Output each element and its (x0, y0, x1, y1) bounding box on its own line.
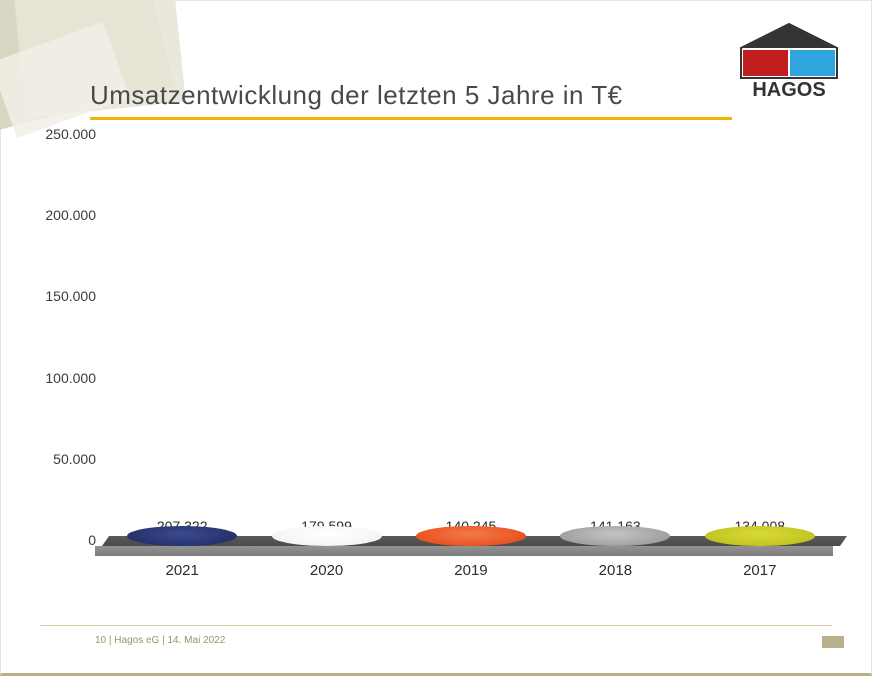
bars-container: 207.322 179.599 140.245 141.163 134.008 (110, 160, 832, 536)
hagos-logo: HAGOS (736, 20, 842, 100)
y-tick-label: 150.000 (45, 288, 96, 304)
bar: 141.163 (555, 518, 675, 536)
footer-org: Hagos eG (114, 635, 159, 646)
slide: HAGOS Umsatzentwicklung der letzten 5 Ja… (0, 0, 872, 676)
bar: 207.322 (122, 518, 242, 536)
y-tick-label: 250.000 (45, 126, 96, 142)
y-axis: 050.000100.000150.000200.000250.000 (40, 150, 100, 556)
x-axis-labels: 2021 2020 2019 2018 2017 (110, 562, 832, 586)
x-tick-label: 2017 (700, 562, 820, 586)
plot-area: 207.322 179.599 140.245 141.163 134.008 (110, 160, 832, 556)
bar: 140.245 (411, 518, 531, 536)
bar-bottom-ellipse (127, 526, 237, 546)
bar-top-ellipse (705, 526, 815, 546)
bar-bottom-ellipse (705, 526, 815, 546)
chart-title: Umsatzentwicklung der letzten 5 Jahre in… (90, 80, 623, 111)
bar-top-ellipse (416, 526, 526, 546)
bar-top-ellipse (560, 526, 670, 546)
title-underline (90, 117, 732, 120)
x-tick-label: 2018 (555, 562, 675, 586)
x-tick-label: 2021 (122, 562, 242, 586)
footer-date: 14. Mai 2022 (168, 635, 226, 646)
page-number: 10 (95, 635, 106, 646)
logo-text: HAGOS (752, 79, 825, 100)
x-tick-label: 2020 (267, 562, 387, 586)
y-tick-label: 200.000 (45, 207, 96, 223)
x-tick-label: 2019 (411, 562, 531, 586)
revenue-chart: 050.000100.000150.000200.000250.000 207.… (40, 150, 832, 586)
bar-top-ellipse (127, 526, 237, 546)
footer-text: 10 | Hagos eG | 14. Mai 2022 (95, 635, 225, 646)
footer-rule (40, 625, 832, 626)
y-tick-label: 100.000 (45, 370, 96, 386)
bar-bottom-ellipse (416, 526, 526, 546)
bar-bottom-ellipse (560, 526, 670, 546)
bar-bottom-ellipse (272, 526, 382, 546)
bar: 134.008 (700, 518, 820, 536)
footer-accent-bar (822, 636, 844, 648)
y-tick-label: 50.000 (53, 451, 96, 467)
chart-base-front (95, 546, 833, 556)
bar-top-ellipse (272, 526, 382, 546)
bar: 179.599 (267, 518, 387, 536)
